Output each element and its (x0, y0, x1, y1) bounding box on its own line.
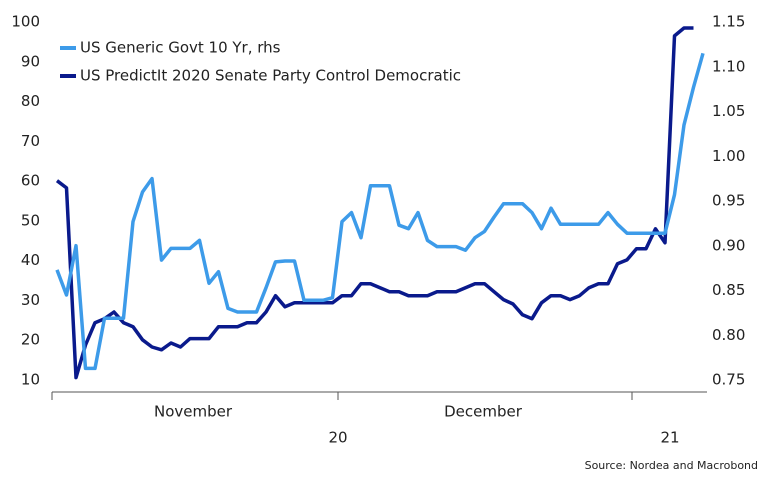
x-month-label: December (444, 403, 523, 421)
y-tick-label: 90 (21, 52, 40, 70)
y-tick-label: 50 (21, 211, 40, 229)
y-tick-label: 20 (21, 331, 40, 349)
y2-tick-label: 1.05 (712, 102, 745, 120)
y2-tick-label: 0.85 (712, 281, 745, 299)
y2-tick-label: 1.15 (712, 13, 745, 31)
source: Source: Nordea and Macrobond (585, 459, 758, 472)
legend-label: US PredictIt 2020 Senate Party Control D… (80, 67, 461, 85)
y2-tick-label: 1.00 (712, 147, 745, 165)
y-tick-label: 100 (11, 13, 40, 31)
y2-tick-label: 1.10 (712, 57, 745, 75)
y2-tick-label: 0.95 (712, 192, 745, 210)
y2-tick-label: 0.90 (712, 236, 745, 254)
y-tick-label: 10 (21, 371, 40, 389)
x-year-label: 20 (328, 429, 347, 447)
y-tick-label: 30 (21, 291, 40, 309)
y-tick-label: 70 (21, 132, 40, 150)
x-year-label: 21 (660, 429, 679, 447)
y-tick-label: 80 (21, 92, 40, 110)
series-line (55, 26, 694, 380)
y-tick-label: 40 (21, 251, 40, 269)
series-line (55, 52, 705, 371)
y2-tick-label: 0.75 (712, 371, 745, 389)
y2-tick-label: 0.80 (712, 326, 745, 344)
y-tick-label: 60 (21, 172, 40, 190)
x-month-label: November (154, 403, 233, 421)
legend-label: US Generic Govt 10 Yr, rhs (80, 39, 281, 57)
